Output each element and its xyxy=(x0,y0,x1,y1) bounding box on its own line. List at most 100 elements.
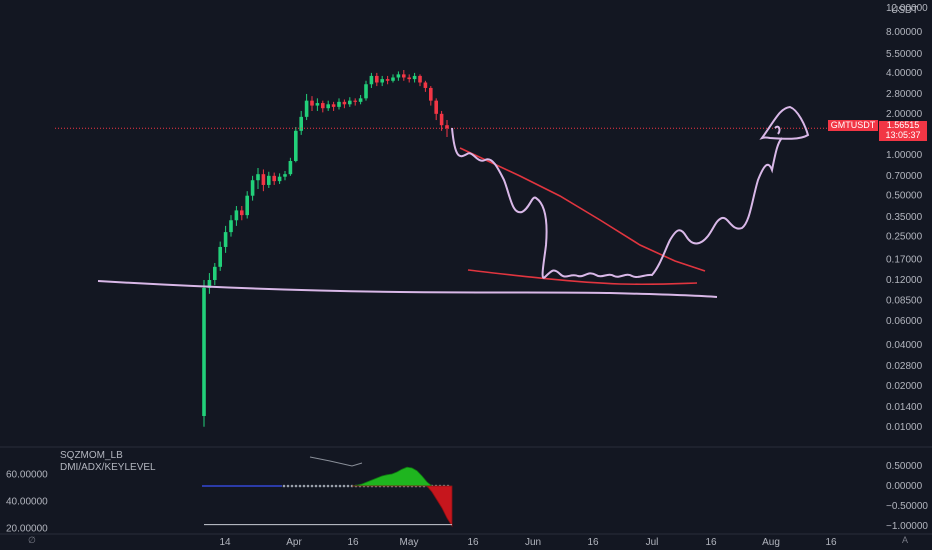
last-price-tag: 1.56515 xyxy=(879,121,927,131)
date-tick-label: May xyxy=(400,537,419,548)
sqz-zero-dot xyxy=(346,484,350,488)
lower-trendline[interactable] xyxy=(467,269,698,286)
price-tick-label: 0.12000 xyxy=(886,275,923,286)
dmi-tick-label: 20.00000 xyxy=(6,524,48,535)
candle-body xyxy=(234,210,239,221)
sqz-tick-label: −0.50000 xyxy=(886,501,928,512)
candle-body xyxy=(283,174,287,177)
sqz-zero-dot xyxy=(314,484,318,488)
indicator-pane: 0.50000 0.00000 −0.50000 −1.00000 60.00000 40… xyxy=(0,446,932,535)
candle-body xyxy=(229,220,233,233)
sqz-zero-dot xyxy=(342,484,346,488)
date-tick-label: Aug xyxy=(762,537,780,548)
candle-body xyxy=(207,280,212,288)
price-tick-label: 0.01000 xyxy=(886,422,923,433)
price-tick-label: 0.04000 xyxy=(886,340,923,351)
candle-body xyxy=(375,75,379,83)
candles xyxy=(202,70,449,427)
sqz-zero-dot xyxy=(322,484,326,488)
price-tick-label: 0.08500 xyxy=(886,295,923,306)
auto-scale-button[interactable]: A xyxy=(902,535,909,545)
candle-body xyxy=(223,232,228,247)
date-tick-label: 14 xyxy=(219,537,231,548)
cone-drawing[interactable] xyxy=(759,105,810,140)
price-tick-label: 4.00000 xyxy=(886,68,923,79)
price-tick-label: 0.70000 xyxy=(886,171,923,182)
date-tick-label: Apr xyxy=(286,537,302,548)
candle-body xyxy=(288,160,293,175)
symbol-tag: GMTUSDT xyxy=(828,120,878,131)
sqz-zero-dot xyxy=(290,484,294,488)
candle-body xyxy=(429,87,433,101)
candle-body xyxy=(380,79,384,83)
sqz-zero-dot xyxy=(306,484,310,488)
candle-body xyxy=(218,246,222,267)
dmi-tick-label: 60.00000 xyxy=(6,469,48,480)
candle-body xyxy=(267,175,271,185)
candle-body xyxy=(337,101,341,107)
date-tick-label: 16 xyxy=(467,537,479,548)
price-tick-label: 1.00000 xyxy=(886,150,923,161)
candle-body xyxy=(331,104,336,107)
date-axis: 14 Apr 16 May 16 Jun 16 Jul 16 Aug 16 xyxy=(0,533,932,548)
sqz-negative-area xyxy=(352,485,453,528)
candle-body xyxy=(434,100,438,114)
candle-body xyxy=(202,287,206,417)
candle-body xyxy=(418,75,422,83)
sqz-zero-dot xyxy=(302,484,306,488)
sqz-zero-dot xyxy=(294,484,298,488)
sqz-zero-dot xyxy=(334,484,338,488)
price-grid: 12.00000 8.00000 5.50000 4.00000 2.80000 2.00… xyxy=(886,3,928,433)
projected-path[interactable] xyxy=(451,127,783,279)
candle-body xyxy=(261,174,266,185)
sqz-zero-dot xyxy=(326,484,330,488)
price-tick-label: 0.02800 xyxy=(886,361,923,372)
candle-body xyxy=(342,101,347,105)
candle-body xyxy=(412,75,417,80)
user-drawings[interactable] xyxy=(97,105,810,298)
candle-body xyxy=(348,100,352,105)
sqz-tick-label: 0.00000 xyxy=(886,481,923,492)
price-tick-label: 5.50000 xyxy=(886,49,923,60)
candle-body xyxy=(245,195,249,216)
sqz-zero-dot xyxy=(310,484,314,488)
indicator-title-sqzmom: SQZMOM_LB xyxy=(60,450,123,461)
price-tick-label: 8.00000 xyxy=(886,27,923,38)
price-tick-label: 12.00000 xyxy=(886,3,928,14)
candle-body xyxy=(256,174,260,181)
price-tick-label: 0.25000 xyxy=(886,232,923,243)
indicator-title-dmi: DMI/ADX/KEYLEVEL xyxy=(60,462,156,473)
candle-body xyxy=(240,210,244,216)
price-tick-label: 0.02000 xyxy=(886,381,923,392)
candle-body xyxy=(250,180,255,196)
candle-body xyxy=(213,266,217,281)
candle-body xyxy=(407,77,411,80)
candle-body xyxy=(310,100,314,106)
currency-label: USDT xyxy=(891,5,918,16)
candle-body xyxy=(369,75,374,85)
adx-line xyxy=(309,456,363,467)
date-tick-label: 16 xyxy=(705,537,717,548)
candle-body xyxy=(353,100,357,102)
sqz-positive-area xyxy=(351,466,452,487)
sqz-tick-label: −1.00000 xyxy=(886,521,928,532)
price-tick-label: 0.06000 xyxy=(886,316,923,327)
price-tick-label: 2.00000 xyxy=(886,109,923,120)
descending-trendline[interactable] xyxy=(459,147,706,272)
support-curve[interactable] xyxy=(97,280,718,298)
date-tick-label: 16 xyxy=(825,537,837,548)
settings-corner-icon[interactable]: ∅ xyxy=(28,535,36,545)
candle-body xyxy=(364,84,368,99)
candle-body xyxy=(272,175,276,182)
date-tick-label: 16 xyxy=(347,537,359,548)
price-tick-label: 0.50000 xyxy=(886,191,923,202)
sqz-zero-dot xyxy=(338,484,342,488)
sqz-zero-dot xyxy=(330,484,334,488)
candle-body xyxy=(402,74,406,78)
candle-body xyxy=(396,74,401,78)
candle-body xyxy=(445,125,449,129)
candle-body xyxy=(304,100,309,117)
candle-body xyxy=(326,104,330,109)
price-tick-label: 2.80000 xyxy=(886,89,923,100)
